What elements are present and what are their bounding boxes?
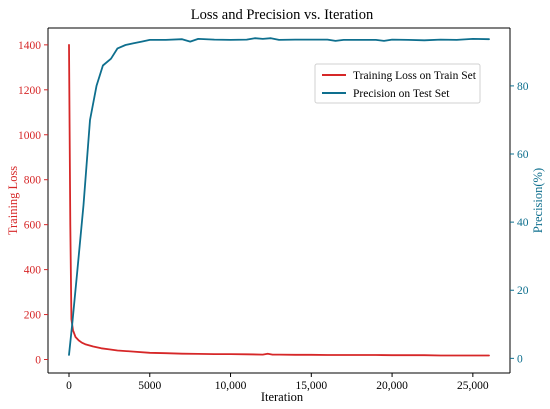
y-right-tick-label: 60: [517, 149, 529, 161]
chart-title: Loss and Precision vs. Iteration: [191, 7, 374, 23]
y-left-tick-label: 200: [24, 310, 42, 322]
x-tick-label: 0: [66, 380, 72, 392]
precision-line: [68, 37, 490, 356]
x-tick-label: 5000: [138, 380, 161, 392]
legend-box: [314, 63, 481, 104]
x-axis-title: Iteration: [261, 390, 304, 404]
y-left-tick-label: 1000: [18, 130, 41, 142]
x-tick-label: 10,000: [215, 380, 247, 392]
plot-area: 0 5000 10,000 15,000 20,000 25,00002004006008…: [18, 27, 529, 392]
y-left-tick-label: 600: [24, 220, 42, 232]
y-right-tick-label: 20: [517, 285, 529, 297]
y-right-tick-label: 0: [517, 353, 523, 365]
y-axis-left-title: Training Loss: [6, 166, 20, 235]
x-tick-label: 20,000: [376, 380, 408, 392]
x-tick-label: 25,000: [457, 380, 489, 392]
training-loss-line: [68, 44, 490, 357]
y-left-tick-label: 1400: [18, 40, 41, 52]
y-right-tick-label: 80: [517, 81, 529, 93]
y-axis-right-title: Precision(%): [531, 168, 545, 233]
y-left-tick-label: 0: [35, 355, 41, 367]
x-tick-label: 15,000: [295, 380, 327, 392]
y-left-tick-label: 1200: [18, 85, 41, 97]
y-right-tick-label: 40: [517, 217, 529, 229]
y-left-tick-label: 400: [24, 265, 42, 277]
legend-label: Training Loss on Train Set: [353, 70, 477, 82]
y-left-tick-label: 800: [24, 175, 42, 187]
legend-label: Precision on Test Set: [353, 88, 450, 100]
